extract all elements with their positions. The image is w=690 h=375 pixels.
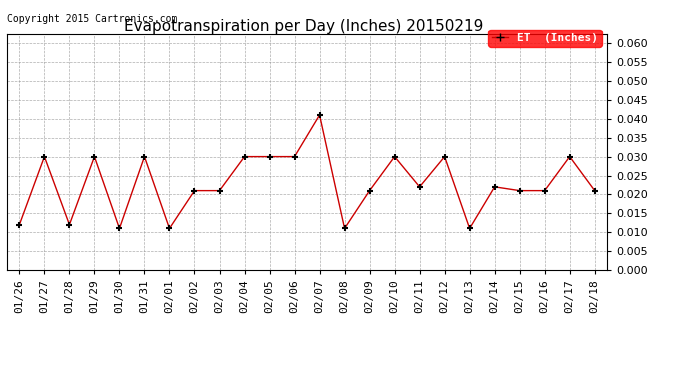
Legend: ET  (Inches): ET (Inches) xyxy=(489,30,602,46)
Text: Copyright 2015 Cartronics.com: Copyright 2015 Cartronics.com xyxy=(7,14,177,24)
Text: Evapotranspiration per Day (Inches) 20150219: Evapotranspiration per Day (Inches) 2015… xyxy=(124,19,483,34)
